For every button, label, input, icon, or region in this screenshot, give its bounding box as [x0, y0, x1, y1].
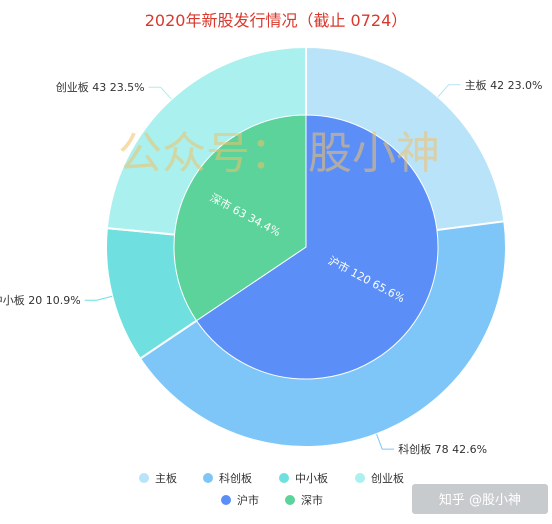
legend-marker-inner-0[interactable]	[221, 495, 231, 505]
credit-text: 知乎 @股小神	[439, 492, 521, 508]
outer-labels: 主板 42 23.0% 科创板 78 42.6% 中小板 20 10.9% 创业板 4…	[0, 78, 543, 456]
outer-label-line-3	[148, 86, 172, 100]
outer-label-line-1	[376, 433, 395, 450]
legend-label-inner-1[interactable]: 深市	[301, 493, 323, 507]
outer-slice-label-1: 科创板 78 42.6%	[398, 442, 487, 456]
inner-slice-0[interactable]	[195, 114, 439, 380]
legend-label-outer-0[interactable]: 主板	[155, 471, 177, 485]
legend-marker-outer-0[interactable]	[139, 473, 149, 483]
legend-marker-inner-1[interactable]	[285, 495, 295, 505]
legend-marker-outer-2[interactable]	[279, 473, 289, 483]
inner-slice-1[interactable]	[173, 114, 307, 322]
outer-slice-label-0: 主板 42 23.0%	[465, 78, 543, 92]
outer-label-line-2	[84, 295, 113, 301]
outer-slice-label-3: 创业板 43 23.5%	[56, 80, 145, 94]
outer-label-line-0	[437, 84, 461, 98]
legend-label-inner-0[interactable]: 沪市	[237, 493, 259, 507]
legend-label-outer-3[interactable]: 创业板	[371, 471, 404, 485]
watermark-text: 公众号： 股小神	[118, 128, 440, 179]
legend-label-outer-1[interactable]: 科创板	[219, 471, 252, 485]
legend-label-outer-2[interactable]: 中小板	[295, 471, 328, 485]
chart-title: 2020年新股发行情况（截止 0724）	[145, 11, 408, 30]
legend-marker-outer-3[interactable]	[355, 473, 365, 483]
legend-marker-outer-1[interactable]	[203, 473, 213, 483]
inner-ring	[173, 114, 439, 380]
outer-slice-label-2: 中小板 20 10.9%	[0, 293, 81, 307]
credit-background	[412, 484, 548, 514]
